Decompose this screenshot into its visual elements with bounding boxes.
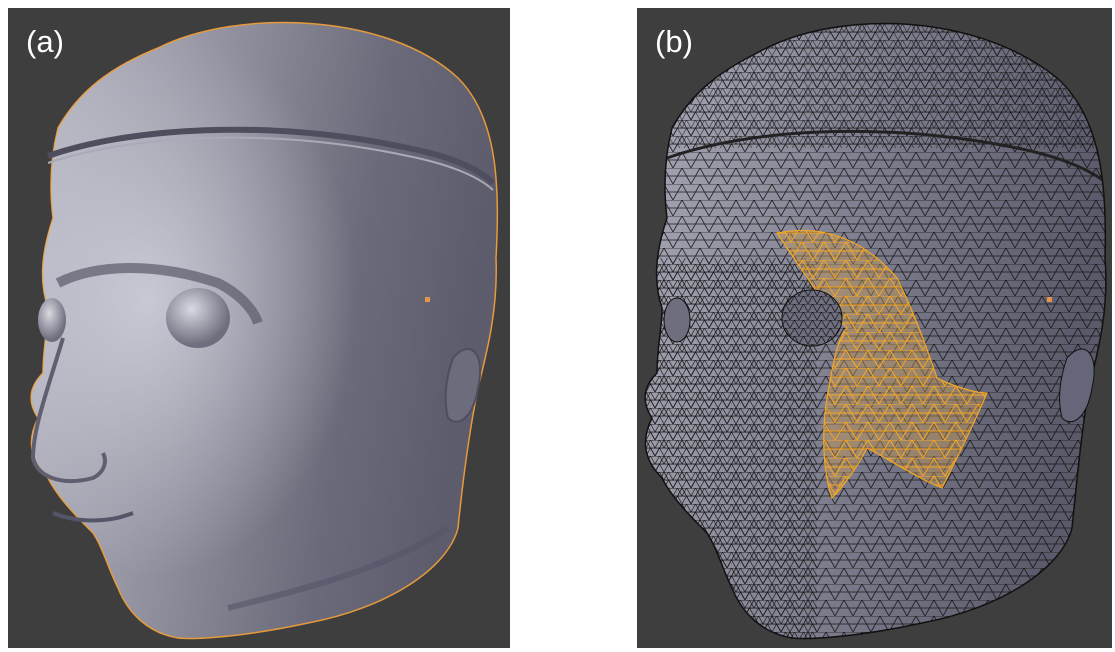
viewport-panel-a: (a) [8, 8, 510, 648]
jaw-shadow [227, 525, 450, 611]
left-eyeball [663, 297, 691, 343]
head-wire-mesh [645, 23, 1106, 639]
panel-label-b: (b) [655, 24, 693, 59]
wireframe-head-render [637, 8, 1112, 648]
panel-label-a: (a) [26, 24, 64, 59]
object-origin-marker [425, 297, 430, 302]
shaded-head-render [8, 8, 510, 648]
left-eyeball [38, 298, 66, 342]
brow-shadow [55, 263, 263, 325]
right-eyeball-wire [782, 290, 842, 346]
face-highlight [31, 22, 498, 639]
nose-contour [30, 337, 107, 484]
ear [444, 348, 482, 423]
cap-seam [666, 129, 1106, 185]
object-origin-marker [1047, 297, 1052, 302]
viewport-panel-b: (b) [637, 8, 1112, 648]
mouth-line [52, 511, 134, 523]
right-eyeball [166, 288, 230, 348]
cap-seam [47, 126, 496, 186]
head-outline [644, 22, 1107, 640]
ear [1059, 348, 1095, 423]
cap-seam-highlight [47, 136, 494, 191]
